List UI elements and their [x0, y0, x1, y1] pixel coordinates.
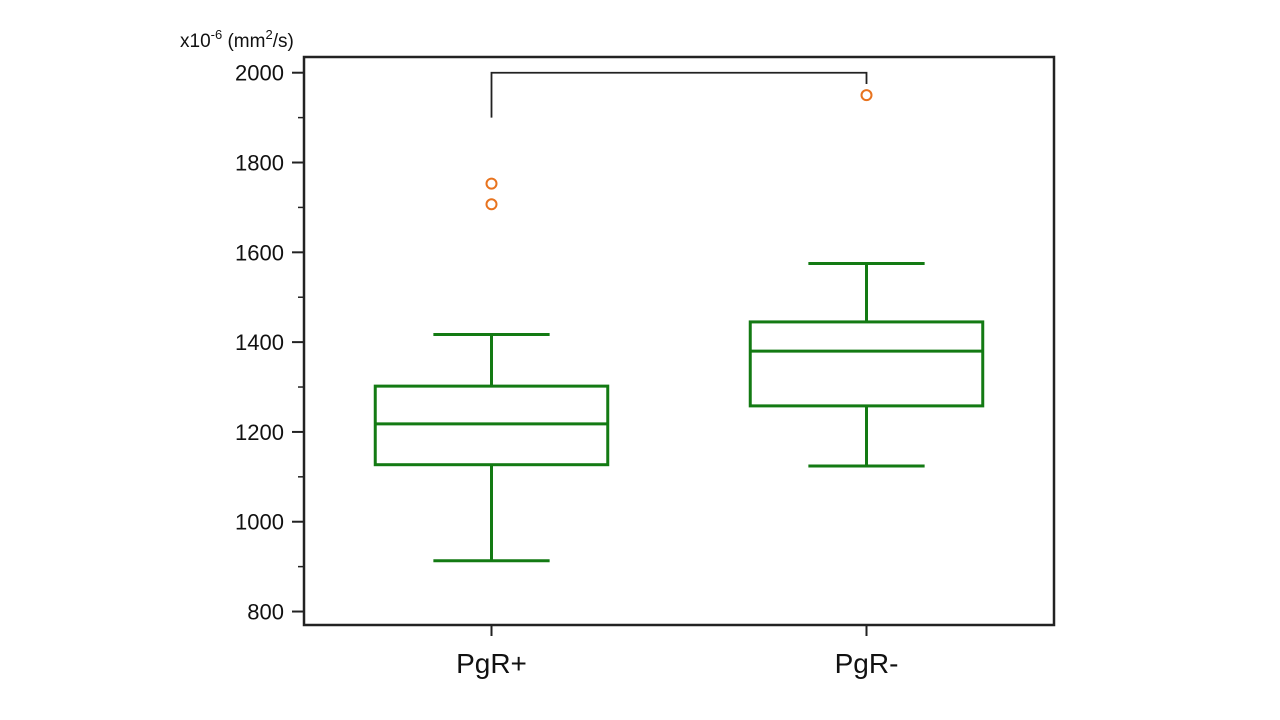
box-group [748, 89, 985, 468]
significance-bracket [490, 71, 868, 118]
y-tick-label: 1200 [235, 420, 284, 445]
bracket-line [490, 71, 868, 118]
unit-open: (mm [222, 31, 265, 52]
y-axis-unit-label: x10-6 (mm2/s) [180, 27, 294, 52]
unit-exponent: -6 [211, 27, 223, 42]
y-tick-label: 1600 [235, 240, 284, 265]
y-tick-label: 800 [247, 600, 284, 625]
y-tick-label: 1400 [235, 330, 284, 355]
y-axis: 800 1000 1200 1400 1600 1800 2000 [235, 61, 304, 625]
unit-close: /s) [273, 31, 294, 52]
y-tick-label: 1000 [235, 510, 284, 535]
iqr-box [748, 320, 985, 408]
outlier-point [485, 198, 498, 211]
unit-prefix: x10 [180, 31, 211, 52]
iqr-box [373, 384, 610, 467]
y-tick-label: 2000 [235, 61, 284, 86]
outlier-point [485, 177, 498, 190]
plot-frame [302, 55, 1056, 627]
x-category-label: PgR- [835, 648, 899, 679]
x-axis: PgR+ PgR- [456, 625, 898, 679]
x-category-label: PgR+ [456, 648, 527, 679]
outlier-point [860, 89, 873, 102]
box-group [373, 177, 610, 563]
boxes-layer [373, 89, 985, 563]
unit-power: 2 [265, 27, 272, 42]
y-tick-label: 1800 [235, 151, 284, 176]
